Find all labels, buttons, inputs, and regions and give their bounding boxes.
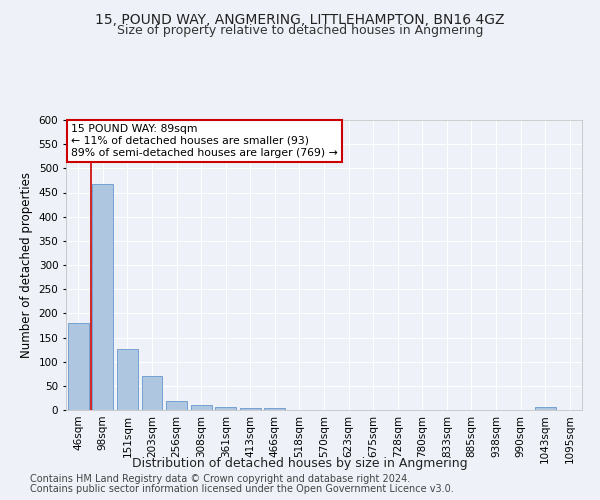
Bar [535, 407, 556, 410]
Text: Contains HM Land Registry data © Crown copyright and database right 2024.: Contains HM Land Registry data © Crown c… [30, 474, 410, 484]
Bar [215, 406, 236, 410]
Bar [166, 402, 187, 410]
Bar [240, 408, 261, 410]
Text: 15, POUND WAY, ANGMERING, LITTLEHAMPTON, BN16 4GZ: 15, POUND WAY, ANGMERING, LITTLEHAMPTON,… [95, 12, 505, 26]
Bar [92, 184, 113, 410]
Text: Size of property relative to detached houses in Angmering: Size of property relative to detached ho… [117, 24, 483, 37]
Bar [265, 408, 286, 410]
Y-axis label: Number of detached properties: Number of detached properties [20, 172, 33, 358]
Bar [117, 348, 138, 410]
Text: Distribution of detached houses by size in Angmering: Distribution of detached houses by size … [132, 458, 468, 470]
Bar [68, 323, 89, 410]
Bar [191, 404, 212, 410]
Bar [142, 376, 163, 410]
Text: Contains public sector information licensed under the Open Government Licence v3: Contains public sector information licen… [30, 484, 454, 494]
Text: 15 POUND WAY: 89sqm
← 11% of detached houses are smaller (93)
89% of semi-detach: 15 POUND WAY: 89sqm ← 11% of detached ho… [71, 124, 338, 158]
